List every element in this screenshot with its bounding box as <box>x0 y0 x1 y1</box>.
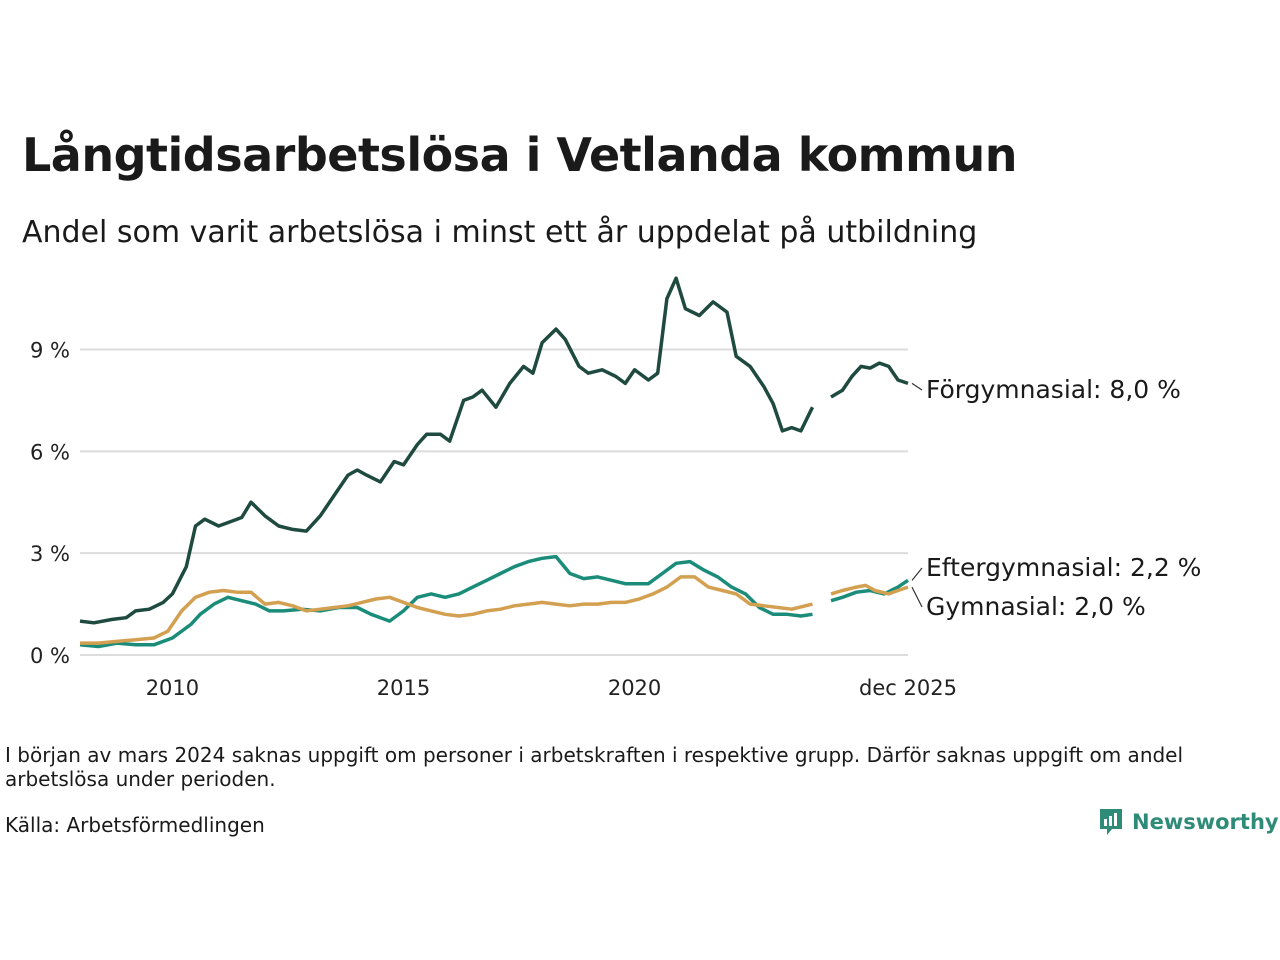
brand-logo: Newsworthy <box>1098 807 1279 837</box>
footnote: I början av mars 2024 saknas uppgift om … <box>5 743 1184 791</box>
label-connector <box>911 382 923 391</box>
x-tick-label: 2010 <box>146 676 199 700</box>
x-axis: 2010 2015 2020 dec 2025 <box>146 676 957 700</box>
source-text: Källa: Arbetsförmedlingen <box>5 813 265 837</box>
series-labels: Förgymnasial: 8,0 % Eftergymnasial: 2,2 %… <box>911 375 1201 621</box>
series-label-förgymnasial: Förgymnasial: 8,0 % <box>926 375 1181 404</box>
y-tick-label: 3 % <box>30 542 70 566</box>
y-tick-label: 9 % <box>30 338 70 362</box>
label-connector <box>911 567 923 581</box>
series-label-eftergymnasial: Eftergymnasial: 2,2 % <box>926 553 1201 582</box>
y-tick-label: 6 % <box>30 440 70 464</box>
y-axis: 0 % 3 % 6 % 9 % <box>30 338 70 668</box>
series-line-eftergymnasial <box>830 578 909 603</box>
y-tick-label: 0 % <box>30 644 70 668</box>
chart-title: Långtidsarbetslösa i Vetlanda kommun <box>22 128 1018 182</box>
newsworthy-logo-icon <box>1100 809 1122 835</box>
gridlines <box>80 348 908 656</box>
x-tick-label: 2015 <box>377 676 430 700</box>
series-line-gymnasial <box>80 575 813 645</box>
series-label-gymnasial: Gymnasial: 2,0 % <box>926 592 1146 621</box>
series-lines <box>79 276 909 649</box>
series-line-eftergymnasial <box>79 554 813 649</box>
label-connector <box>911 586 923 608</box>
line-chart: 0 % 3 % 6 % 9 % 2010 2015 2020 dec 2025 Förgym… <box>30 276 1201 700</box>
brand-name: Newsworthy <box>1132 810 1279 834</box>
chart-subtitle: Andel som varit arbetslösa i minst ett å… <box>22 215 978 250</box>
series-line-förgymnasial <box>830 361 909 399</box>
x-tick-label: 2020 <box>608 676 661 700</box>
series-line-förgymnasial <box>79 276 815 625</box>
x-tick-label: dec 2025 <box>859 676 957 700</box>
series-line-gymnasial <box>830 583 909 596</box>
